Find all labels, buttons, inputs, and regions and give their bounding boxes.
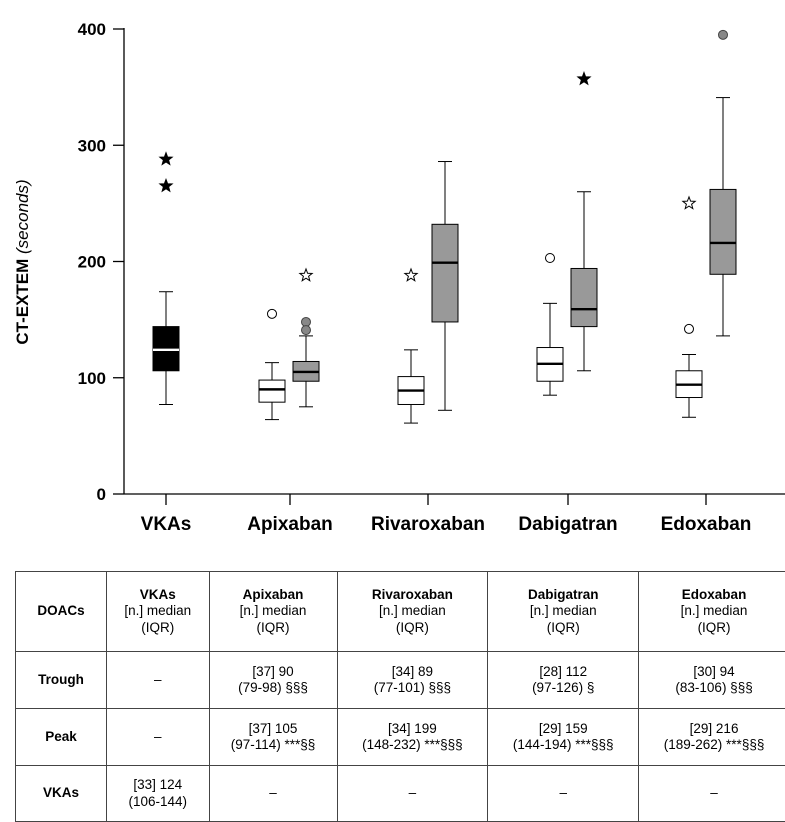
table-cell: [28] 112(97-126) §	[488, 652, 639, 709]
outlier-star-open	[405, 269, 417, 281]
y-tick-label: 300	[78, 136, 106, 155]
outlier-circle-open	[546, 254, 555, 263]
box-vkas-black	[153, 153, 179, 405]
outlier-star-open	[683, 197, 695, 209]
iqr-box	[259, 380, 285, 402]
table-cell: –	[639, 766, 785, 822]
box-plot-chart: CT-EXTEM (seconds) 0 100 200 300 400 VKAs Api…	[0, 0, 785, 560]
statistics-table: DOACs VKAs[n.] median(IQR) Apixaban[n.] …	[15, 571, 785, 822]
boxes	[153, 30, 736, 423]
header-cell-rivaroxaban: Rivaroxaban[n.] median(IQR)	[337, 572, 488, 652]
row-label: Trough	[16, 652, 107, 709]
outlier-star-filled	[160, 153, 172, 165]
table-cell: [37] 90(79-98) §§§	[209, 652, 337, 709]
outlier-circle-open	[685, 324, 694, 333]
row-label: Peak	[16, 709, 107, 766]
outlier-star-filled	[578, 72, 590, 84]
iqr-box	[432, 224, 458, 322]
header-cell-dabigatran: Dabigatran[n.] median(IQR)	[488, 572, 639, 652]
outlier-star-filled	[160, 179, 172, 191]
table-row-trough: Trough – [37] 90(79-98) §§§ [34] 89(77-1…	[16, 652, 785, 709]
y-tick-label: 0	[97, 485, 106, 504]
box-edoxaban-peak	[710, 30, 736, 336]
iqr-box	[710, 189, 736, 274]
box-edoxaban-trough	[676, 197, 702, 417]
box-rivaroxaban-peak	[432, 162, 458, 411]
table-cell: [34] 199(148-232) ***§§§	[337, 709, 488, 766]
y-tick-label: 200	[78, 253, 106, 272]
header-label: DOACs	[16, 572, 107, 652]
box-dabigatran-trough	[537, 254, 563, 396]
header-cell-edoxaban: Edoxaban[n.] median(IQR)	[639, 572, 785, 652]
y-tick-label: 400	[78, 20, 106, 39]
box-apixaban-peak	[293, 269, 319, 407]
table-header-row: DOACs VKAs[n.] median(IQR) Apixaban[n.] …	[16, 572, 785, 652]
table-cell: –	[107, 652, 210, 709]
category-label: Apixaban	[247, 514, 333, 535]
table-cell: –	[337, 766, 488, 822]
category-labels: VKAs Apixaban Rivaroxaban Dabigatran Edoxaba…	[141, 494, 752, 535]
box-dabigatran-peak	[571, 72, 597, 370]
y-axis-label-main: CT-EXTEM	[13, 259, 32, 345]
row-label: VKAs	[16, 766, 107, 822]
outlier-circle-gray	[302, 326, 311, 335]
header-cell-apixaban: Apixaban[n.] median(IQR)	[209, 572, 337, 652]
table-cell: [29] 216(189-262) ***§§§	[639, 709, 785, 766]
header-cell-vkas: VKAs[n.] median(IQR)	[107, 572, 210, 652]
category-label: Edoxaban	[661, 514, 752, 535]
table-cell: –	[209, 766, 337, 822]
y-axis-label-unit: (seconds)	[13, 179, 32, 258]
iqr-box	[571, 268, 597, 326]
table-row-peak: Peak – [37] 105(97-114) ***§§ [34] 199(1…	[16, 709, 785, 766]
y-ticks: 0 100 200 300 400	[78, 20, 124, 504]
box-apixaban-trough	[259, 309, 285, 419]
table-cell: [37] 105(97-114) ***§§	[209, 709, 337, 766]
table-cell: [30] 94(83-106) §§§	[639, 652, 785, 709]
y-axis-title: CT-EXTEM (seconds)	[13, 179, 32, 344]
table-cell: –	[107, 709, 210, 766]
category-label: Rivaroxaban	[371, 514, 485, 535]
y-axis-label: CT-EXTEM (seconds)	[13, 179, 32, 344]
category-label: VKAs	[141, 514, 192, 535]
table-cell: [33] 124(106-144)	[107, 766, 210, 822]
outlier-circle-open	[268, 309, 277, 318]
table-cell: [34] 89(77-101) §§§	[337, 652, 488, 709]
outlier-circle-gray	[719, 30, 728, 39]
table-row-vkas: VKAs [33] 124(106-144) – – – –	[16, 766, 785, 822]
outlier-star-open	[300, 269, 312, 281]
category-label: Dabigatran	[518, 514, 617, 535]
box-rivaroxaban-trough	[398, 269, 424, 423]
table-cell: [29] 159(144-194) ***§§§	[488, 709, 639, 766]
y-tick-label: 100	[78, 369, 106, 388]
table-cell: –	[488, 766, 639, 822]
